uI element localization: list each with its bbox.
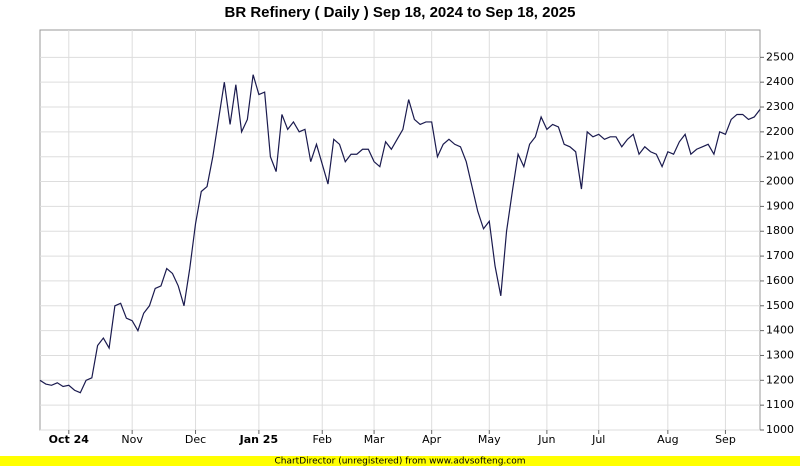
plot-area [39,29,761,431]
y-tick-label: 2300 [766,100,794,113]
y-tick-label: 2200 [766,125,794,138]
x-tick-label: Oct 24 [49,433,90,446]
footer: ChartDirector (unregistered) from www.ad… [274,457,525,466]
y-tick-label: 1400 [766,324,794,337]
x-tick-label: Sep [715,433,736,446]
x-tick-label: Jun [537,433,555,446]
y-tick-label: 1100 [766,398,794,411]
y-tick-label: 1600 [766,274,794,287]
y-tick-label: 2100 [766,150,794,163]
y-tick-label: 1700 [766,249,794,262]
x-tick-label: Feb [312,433,331,446]
y-tick-label: 1200 [766,373,794,386]
y-tick-label: 2400 [766,75,794,88]
y-tick-label: 1800 [766,224,794,237]
y-tick-label: 2000 [766,175,794,188]
footer-band [0,456,800,466]
x-tick-label: May [478,433,501,446]
y-tick-label: 2500 [766,50,794,63]
y-tick-label: 1300 [766,348,794,361]
x-tick-label: Dec [185,433,206,446]
x-tick-label: Jan 25 [239,433,278,446]
y-tick-label: 1000 [766,423,794,436]
x-tick-label: Jul [591,433,605,446]
x-tick-label: Nov [121,433,143,446]
y-tick-label: 1500 [766,299,794,312]
x-tick-label: Apr [422,433,442,446]
x-tick-label: Mar [364,433,385,446]
x-tick-label: Aug [657,433,678,446]
price-line [39,74,761,394]
y-tick-label: 1900 [766,199,794,212]
chart-title: BR Refinery ( Daily ) Sep 18, 2024 to Se… [225,4,576,21]
